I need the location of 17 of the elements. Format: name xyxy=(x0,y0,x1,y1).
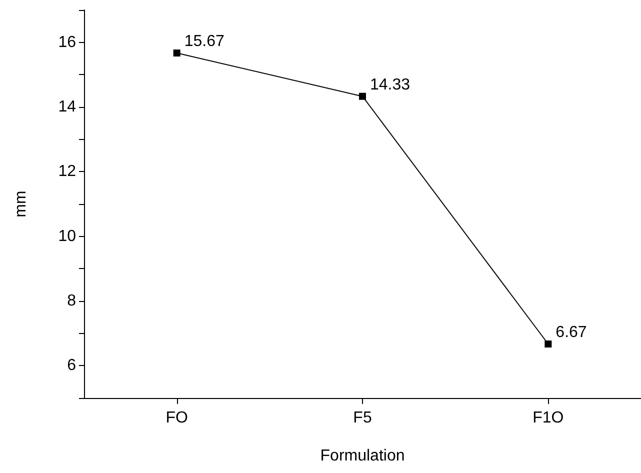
point xyxy=(173,50,180,57)
data-label: 15.67 xyxy=(184,33,224,50)
y-tick-label: 6 xyxy=(67,357,76,374)
x-axis-title: Formulation xyxy=(320,448,405,464)
y-tick-label: 8 xyxy=(67,292,76,310)
data-label: 6.67 xyxy=(556,324,587,342)
y-tick-label: 16 xyxy=(58,34,76,51)
point xyxy=(359,92,366,100)
y-tick-label: 10 xyxy=(58,228,76,245)
x-tick-label: F5 xyxy=(353,410,372,426)
x-tick-label: FO xyxy=(166,410,188,426)
point xyxy=(544,340,552,348)
y-tick-label: 14 xyxy=(58,98,76,116)
y-axis-title: mm xyxy=(12,190,30,218)
data-label: 14.33 xyxy=(370,76,410,94)
y-tick-label: 12 xyxy=(58,163,76,180)
x-tick-label: F1O xyxy=(532,410,564,426)
